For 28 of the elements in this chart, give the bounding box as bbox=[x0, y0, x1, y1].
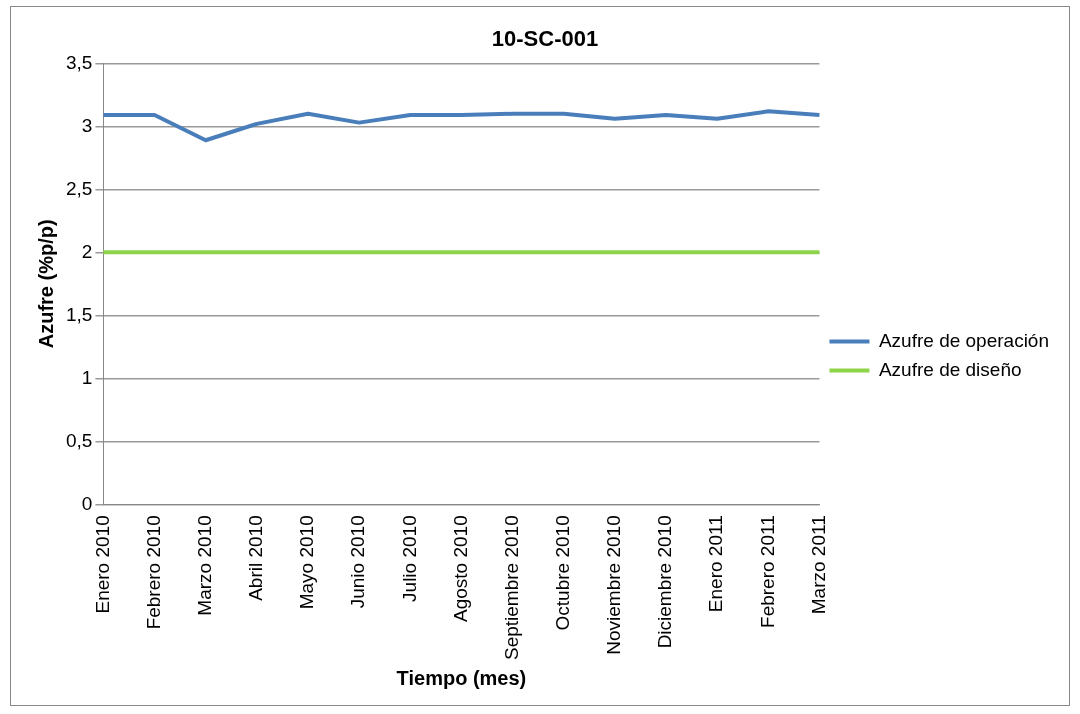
y-axis-title: Azufre (%p/p) bbox=[34, 219, 57, 349]
y-tick-label: 3 bbox=[81, 114, 93, 136]
x-tick-label: Febrero 2011 bbox=[756, 515, 778, 628]
x-tick-label: Septiembre 2010 bbox=[500, 515, 522, 661]
x-tick-label: Marzo 2010 bbox=[193, 515, 215, 616]
y-tick-label: 3,5 bbox=[65, 51, 93, 73]
x-tick-label: Marzo 2011 bbox=[807, 515, 829, 615]
x-tick-label: Junio 2010 bbox=[347, 515, 369, 609]
legend-label: Azufre de operación bbox=[878, 329, 1050, 351]
x-tick-label: Enero 2010 bbox=[91, 515, 113, 614]
legend-label: Azufre de diseño bbox=[878, 358, 1022, 380]
y-tick-label: 0,5 bbox=[65, 429, 93, 451]
x-tick-label: Agosto 2010 bbox=[449, 515, 471, 622]
x-tick-label: Noviembre 2010 bbox=[603, 515, 625, 655]
x-tick-label: Enero 2011 bbox=[705, 515, 727, 613]
x-tick-label: Abril 2010 bbox=[245, 515, 267, 601]
x-tick-label: Julio 2010 bbox=[398, 515, 420, 602]
y-tick-label: 2,5 bbox=[65, 177, 93, 199]
x-tick-label: Diciembre 2010 bbox=[654, 515, 676, 649]
y-tick-label: 1,5 bbox=[65, 303, 93, 325]
x-tick-label: Febrero 2010 bbox=[142, 515, 164, 630]
y-tick-label: 1 bbox=[81, 366, 93, 388]
y-tick-label: 2 bbox=[81, 240, 93, 262]
x-tick-label: Mayo 2010 bbox=[296, 515, 318, 610]
chart-title: 10-SC-001 bbox=[491, 26, 599, 52]
y-tick-label: 0 bbox=[81, 492, 93, 514]
x-axis-title: Tiempo (mes) bbox=[396, 666, 527, 689]
x-tick-label: Octubre 2010 bbox=[551, 515, 573, 631]
